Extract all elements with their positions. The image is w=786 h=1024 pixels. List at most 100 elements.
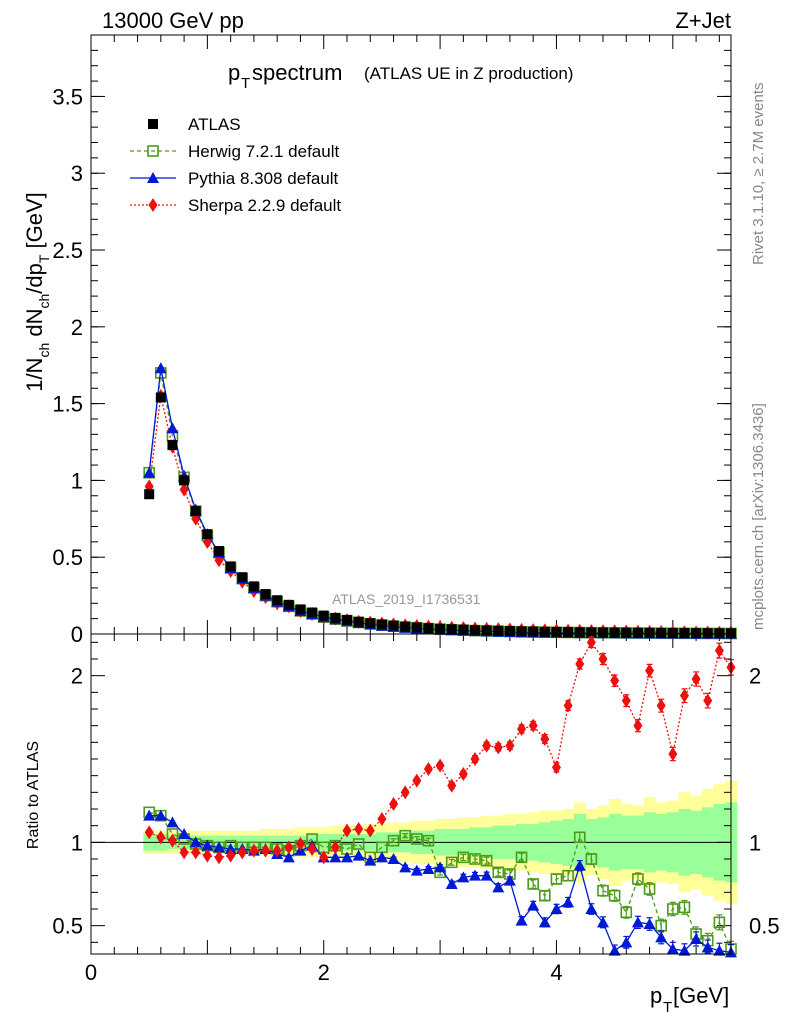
main-point-atlas xyxy=(644,627,655,638)
ratio-point-pythia xyxy=(282,851,295,863)
ratio-y-tick-label: 1 xyxy=(71,830,83,855)
ratio-point-pythia xyxy=(597,916,609,928)
side-mcplots-label: mcplots.cern.ch [arXiv:1306.3436] xyxy=(750,403,767,630)
main-point-atlas xyxy=(539,626,550,637)
ratio-point-pythia xyxy=(538,916,551,928)
ratio-point-herwig xyxy=(515,851,528,864)
main-point-atlas xyxy=(155,392,166,403)
ratio-point-sherpa xyxy=(714,643,724,658)
x-tick-label: 2 xyxy=(318,960,330,985)
ratio-point-sherpa xyxy=(551,760,561,775)
ratio-point-pythia xyxy=(713,944,726,956)
main-point-pythia xyxy=(154,362,167,374)
ratio-point-sherpa xyxy=(179,845,189,860)
ratio-point-sherpa xyxy=(400,785,410,800)
ratio-point-sherpa xyxy=(645,663,655,678)
ratio-point-pythia xyxy=(527,899,540,911)
main-point-atlas xyxy=(493,625,504,636)
legend-label-sherpa: Sherpa 2.2.9 default xyxy=(188,196,341,215)
ratio-point-herwig xyxy=(643,883,656,895)
ratio-point-sherpa xyxy=(226,848,236,863)
main-point-sherpa xyxy=(179,482,189,497)
main-point-atlas xyxy=(144,489,155,500)
main-point-atlas xyxy=(283,599,294,610)
ratio-point-sherpa xyxy=(365,823,375,838)
ratio-point-herwig xyxy=(527,878,539,890)
ratio-point-pythia xyxy=(562,896,575,908)
ratio-point-pythia xyxy=(143,809,156,821)
axis-ticks xyxy=(90,34,731,954)
ratio-point-sherpa xyxy=(389,797,399,811)
main-point-atlas xyxy=(609,627,620,638)
ratio-point-pythia xyxy=(445,878,458,889)
ratio-point-herwig xyxy=(480,854,493,867)
main-point-atlas xyxy=(272,595,283,606)
main-point-atlas xyxy=(190,506,201,517)
ratio-point-sherpa xyxy=(540,732,550,746)
ratio-point-sherpa xyxy=(261,843,271,858)
main-point-atlas xyxy=(563,627,574,638)
ratio-point-sherpa xyxy=(354,822,364,836)
main-point-atlas xyxy=(528,626,539,637)
ratio-point-sherpa xyxy=(202,848,212,863)
title-sub: T xyxy=(241,75,250,92)
ratio-point-pythia xyxy=(655,931,668,943)
ratio-point-pythia xyxy=(422,863,435,874)
side-rivet-label: Rivet 3.1.10, ≥ 2.7M events xyxy=(750,83,767,266)
ratio-point-herwig xyxy=(492,866,505,879)
ratio-point-herwig xyxy=(573,831,586,844)
ratio-point-sherpa xyxy=(517,722,527,736)
ratio-point-herwig xyxy=(632,873,644,885)
ratio-point-pythia xyxy=(352,849,365,861)
main-point-atlas xyxy=(318,610,329,621)
ratio-point-sherpa xyxy=(633,718,643,733)
ratio-point-sherpa xyxy=(668,747,678,761)
ratio-point-sherpa xyxy=(528,718,538,733)
main-point-atlas xyxy=(411,622,422,633)
ratio-point-sherpa xyxy=(423,762,433,776)
ratio-point-pythia xyxy=(178,828,191,839)
tick-labels: 00.511.522.533.50 2 40.5 0.51 12 2 xyxy=(52,84,779,985)
ratio-point-sherpa xyxy=(284,840,294,855)
ratio-point-sherpa xyxy=(610,673,620,688)
ratio-point-pythia xyxy=(154,809,167,821)
legend-marker-atlas xyxy=(148,119,158,129)
main-point-atlas xyxy=(714,628,725,639)
ratio-frame xyxy=(90,633,732,955)
title-rest: spectrum xyxy=(252,60,342,85)
ratio-point-herwig xyxy=(457,851,470,864)
legend-marker-pythia xyxy=(147,172,159,183)
y-tick-label: 0.5 xyxy=(52,545,83,570)
main-point-atlas xyxy=(388,620,399,631)
ratio-point-pythia xyxy=(166,816,179,828)
ratio-point-pythia xyxy=(492,881,505,893)
ratio-point-pythia xyxy=(666,943,679,954)
y-tick-label: 1 xyxy=(71,468,83,493)
ratio-y-tick-label-right: 1 xyxy=(749,830,761,855)
ratio-point-herwig xyxy=(387,834,400,847)
ratio-point-herwig xyxy=(713,916,726,929)
y-tick-label: 3 xyxy=(71,161,83,186)
ratio-point-herwig xyxy=(469,853,481,865)
main-point-pythia xyxy=(166,422,179,434)
main-point-atlas xyxy=(214,546,224,557)
legend-label-atlas: ATLAS xyxy=(188,115,241,134)
ratio-point-pythia xyxy=(329,851,342,863)
ratio-point-sherpa xyxy=(470,752,480,766)
analysis-watermark: ATLAS_2019_I1736531 xyxy=(332,591,481,607)
plot-title: p T spectrum (ATLAS UE in Z production) xyxy=(228,60,573,92)
title-paren: (ATLAS UE in Z production) xyxy=(364,64,573,83)
ratio-point-sherpa xyxy=(295,837,305,851)
ratio-point-sherpa xyxy=(412,773,422,788)
ratio-point-pythia xyxy=(457,871,470,883)
ratio-point-herwig xyxy=(422,834,435,847)
main-point-atlas xyxy=(702,628,713,639)
main-point-atlas xyxy=(621,627,632,638)
ratio-point-sherpa xyxy=(191,845,201,860)
ratio-point-herwig xyxy=(352,838,365,850)
ratio-y-tick-label-right: 0.5 xyxy=(749,914,780,939)
ratio-point-pythia xyxy=(341,851,353,863)
ratio-point-sherpa xyxy=(505,738,515,753)
ratio-point-pythia xyxy=(608,944,621,956)
main-point-atlas xyxy=(516,626,527,637)
